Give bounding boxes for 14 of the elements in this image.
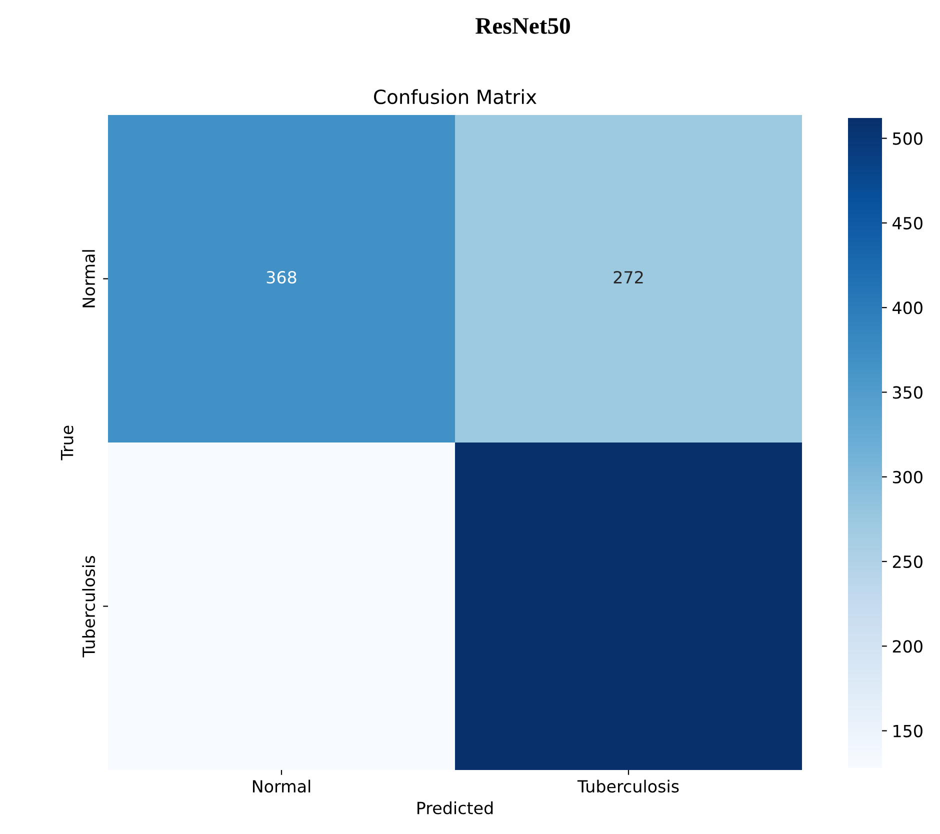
color-bar-label: 250 — [892, 555, 922, 568]
chart-subtitle: Confusion Matrix — [374, 89, 536, 104]
data-label: 368 — [266, 270, 296, 284]
color-bar-label: 400 — [892, 302, 922, 314]
color-bar-label: 300 — [892, 470, 922, 484]
data-label: 272 — [614, 270, 643, 284]
y-axis-title: True — [60, 426, 74, 460]
chart-title: ResNet50 — [476, 18, 570, 34]
color-bar-label: 350 — [892, 386, 922, 399]
x-axis-title: Predicted — [418, 801, 493, 814]
color-bar-label: 450 — [892, 216, 922, 230]
color-bar-label: 500 — [893, 132, 922, 145]
color-bar-label: 200 — [892, 640, 922, 653]
color-bar-label: 150 — [894, 724, 922, 738]
